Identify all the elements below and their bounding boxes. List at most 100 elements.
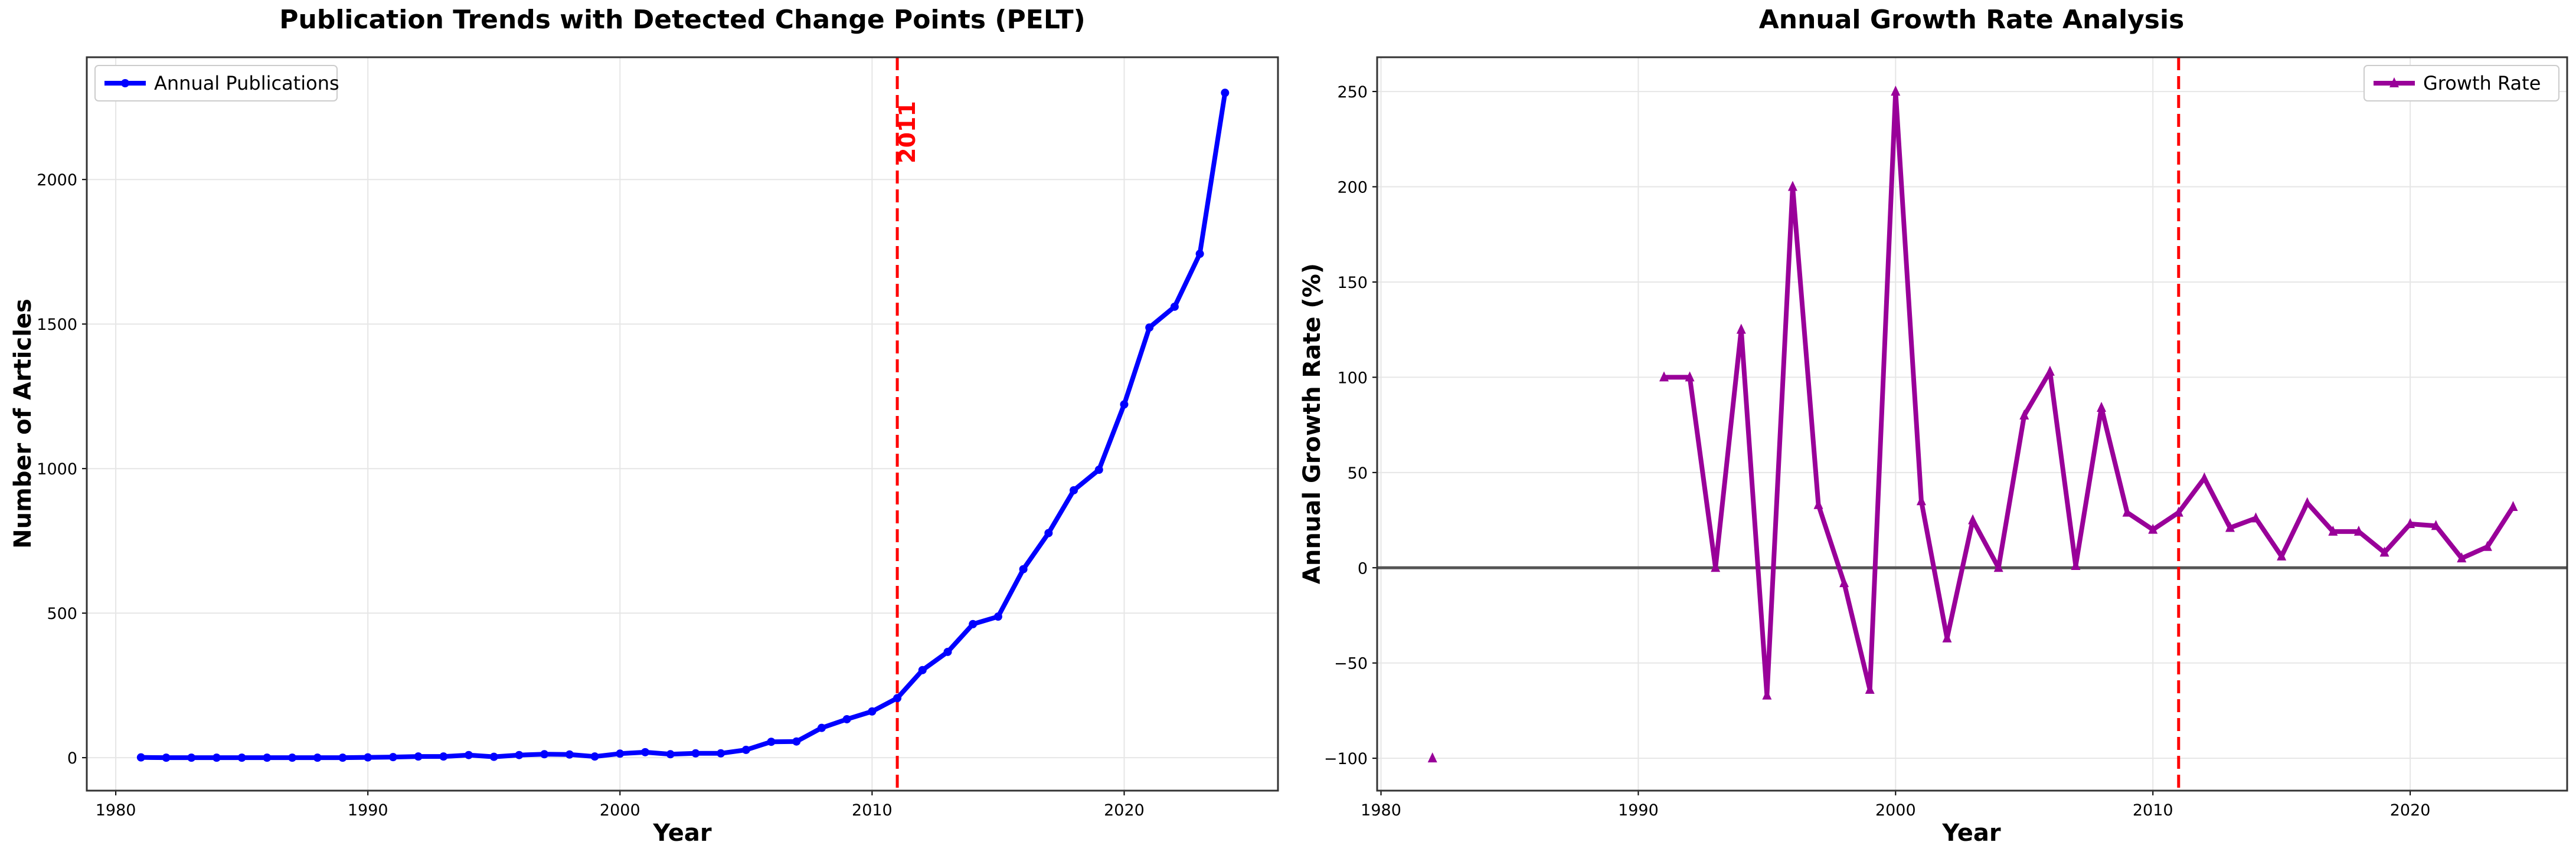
data-point (691, 749, 700, 758)
data-point (237, 753, 246, 762)
data-point (767, 738, 776, 746)
data-point (2379, 546, 2389, 557)
y-tick-label: 250 (1337, 83, 1368, 101)
legend-label: Annual Publications (154, 72, 339, 94)
data-point (817, 723, 826, 732)
y-axis-label: Annual Growth Rate (%) (1299, 263, 1326, 584)
chart-title: Publication Trends with Detected Change … (279, 5, 1085, 35)
data-point (1195, 250, 1204, 258)
data-point (2457, 552, 2467, 563)
data-point (2225, 522, 2235, 532)
data-point (2328, 525, 2338, 536)
data-point (489, 752, 498, 761)
data-point (388, 753, 397, 762)
x-tick-label: 2020 (1104, 801, 1145, 820)
data-point (364, 753, 372, 762)
data-point (162, 753, 171, 762)
data-point (1813, 499, 1823, 509)
data-point (993, 612, 1002, 621)
data-point (2251, 512, 2261, 523)
growth-rate-chart: Annual Growth Rate Analysis Year Annual … (1299, 5, 2568, 847)
y-tick-label: 100 (1337, 369, 1368, 387)
data-point (842, 715, 851, 723)
publication-trends-chart: Publication Trends with Detected Change … (9, 5, 1279, 847)
data-point (1839, 577, 1849, 588)
data-point (1685, 371, 1695, 382)
data-point (338, 753, 347, 762)
data-point (1787, 181, 1797, 191)
data-point (187, 753, 196, 762)
data-point (2405, 518, 2415, 528)
data-point (741, 745, 750, 754)
data-point (2431, 520, 2441, 530)
x-tick-label: 1980 (1361, 801, 1401, 820)
data-point (1891, 86, 1901, 96)
data-point (792, 737, 801, 746)
data-point (2353, 525, 2363, 536)
data-point (2277, 550, 2287, 561)
data-point (893, 694, 902, 703)
series-line (140, 92, 1228, 761)
data-point (1762, 689, 1772, 700)
data-point (1993, 562, 2003, 572)
x-axis-label: Year (652, 820, 711, 847)
data-point (2122, 506, 2132, 517)
y-tick-label: 0 (1358, 559, 1368, 578)
data-point (1968, 514, 1978, 525)
data-point (1044, 529, 1053, 538)
data-point (1221, 89, 1230, 97)
data-point (1070, 486, 1078, 494)
y-axis-label: Number of Articles (9, 299, 37, 549)
data-point (641, 748, 650, 756)
series-line (1664, 89, 2515, 698)
y-tick-label: 2000 (37, 171, 77, 189)
data-point (1019, 565, 1028, 574)
legend-marker (2389, 77, 2399, 87)
x-axis-label: Year (1941, 820, 2000, 847)
data-point (2302, 497, 2312, 507)
data-point (943, 647, 952, 656)
data-point (515, 751, 524, 759)
data-point (263, 753, 272, 762)
data-point (1711, 562, 1721, 572)
data-point (918, 666, 927, 674)
y-tick-label: 1000 (37, 460, 77, 479)
data-point (969, 620, 978, 628)
data-point (1120, 400, 1129, 409)
x-tick-label: 1980 (96, 801, 136, 820)
legend-marker (121, 79, 129, 87)
data-point (212, 753, 221, 762)
data-point (2482, 540, 2492, 551)
data-point (465, 751, 473, 759)
y-tick-label: 50 (1348, 464, 1368, 483)
legend-box (2363, 65, 2559, 101)
plot-frame (86, 56, 1279, 792)
x-tick-label: 2020 (2390, 801, 2431, 820)
data-point (439, 752, 448, 761)
data-point (616, 749, 625, 758)
data-point (2148, 523, 2158, 534)
y-tick-label: 150 (1337, 274, 1368, 292)
data-point (414, 752, 423, 761)
data-point (1659, 371, 1669, 382)
plot-frame (1376, 56, 2568, 792)
y-tick-label: 200 (1337, 179, 1368, 197)
x-tick-label: 2010 (2133, 801, 2173, 820)
y-tick-label: −50 (1334, 655, 1368, 673)
data-point (1145, 323, 1154, 332)
change-point-label: 2011 (894, 101, 920, 163)
data-point (2199, 472, 2209, 483)
data-point (565, 750, 574, 759)
data-point (590, 752, 599, 761)
x-tick-label: 2000 (1875, 801, 1916, 820)
data-point (2071, 560, 2081, 571)
data-point (1916, 495, 1926, 506)
data-point (1942, 632, 1952, 643)
data-point (1170, 302, 1179, 311)
y-tick-label: 500 (47, 605, 77, 623)
y-tick-label: 1500 (37, 316, 77, 334)
data-point (540, 750, 549, 759)
data-point (2019, 409, 2029, 420)
data-point (666, 750, 675, 759)
